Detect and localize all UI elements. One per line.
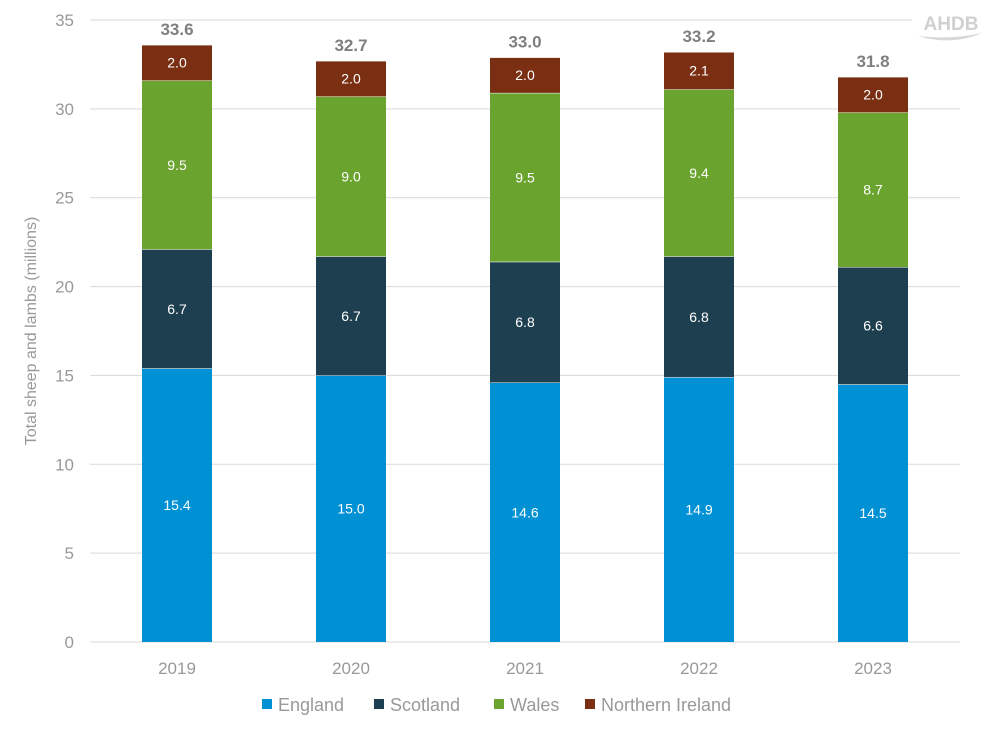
data-label: 6.7 <box>341 308 361 324</box>
y-tick-label: 10 <box>55 455 74 474</box>
y-tick-label: 5 <box>65 544 74 563</box>
bar-segment-scotland <box>838 267 908 385</box>
bar-segment-wales <box>664 89 734 257</box>
data-label: 2.0 <box>515 67 535 83</box>
legend: England Scotland Wales Northern Ireland <box>262 695 731 715</box>
total-label: 32.7 <box>334 36 367 55</box>
x-tick-label: 2022 <box>680 659 718 678</box>
total-label: 31.8 <box>856 52 889 71</box>
data-label: 9.0 <box>341 168 361 184</box>
legend-label: Northern Ireland <box>601 695 731 715</box>
data-label: 2.0 <box>863 87 883 103</box>
x-tick-label: 2021 <box>506 659 544 678</box>
data-label: 15.4 <box>163 497 190 513</box>
data-label: 14.9 <box>685 502 712 518</box>
bar-segment-england <box>838 384 908 642</box>
logo-swoosh <box>918 33 982 41</box>
legend-swatch <box>374 699 384 709</box>
total-label: 33.2 <box>682 27 715 46</box>
legend-swatch <box>494 699 504 709</box>
bar-segment-northern-ireland <box>490 57 560 93</box>
bar-segment-wales <box>490 92 560 262</box>
legend-item-wales: Wales <box>494 695 559 715</box>
bar-segment-scotland <box>142 249 212 369</box>
ahdb-logo: AHDB <box>918 14 982 41</box>
data-label: 14.6 <box>511 504 538 520</box>
data-label: 6.6 <box>863 318 883 334</box>
x-tick-label: 2020 <box>332 659 370 678</box>
bar-segment-england <box>142 368 212 642</box>
legend-item-england: England <box>262 695 344 715</box>
legend-label: Wales <box>510 695 559 715</box>
legend-item-scotland: Scotland <box>374 695 460 715</box>
logo-text: AHDB <box>924 14 979 35</box>
data-label: 6.7 <box>167 301 187 317</box>
bar-segment-scotland <box>490 261 560 383</box>
legend-label: Scotland <box>390 695 460 715</box>
y-axis-title: Total sheep and lambs (millions) <box>23 217 40 446</box>
legend-swatch <box>585 699 595 709</box>
y-tick-label: 25 <box>55 189 74 208</box>
bar-segment-england <box>664 377 734 642</box>
y-tick-label: 30 <box>55 100 74 119</box>
y-tick-label: 20 <box>55 278 74 297</box>
data-label: 9.5 <box>515 169 535 185</box>
bar-segment-scotland <box>664 256 734 378</box>
bar-segment-northern-ireland <box>142 44 212 81</box>
bar-segment-wales <box>838 112 908 268</box>
x-tick-label: 2023 <box>854 659 892 678</box>
bar-segment-northern-ireland <box>838 76 908 113</box>
bar-segment-england <box>490 382 560 642</box>
y-tick-label: 35 <box>55 11 74 30</box>
data-label: 14.5 <box>859 505 886 521</box>
x-tick-label: 2019 <box>158 659 196 678</box>
bar-segment-wales <box>142 80 212 250</box>
data-label: 15.0 <box>337 501 364 517</box>
data-label: 9.5 <box>167 157 187 173</box>
data-label: 6.8 <box>515 314 535 330</box>
bar-segment-wales <box>316 96 386 257</box>
total-label: 33.0 <box>508 32 541 51</box>
data-label: 8.7 <box>863 182 883 198</box>
legend-label: England <box>278 695 344 715</box>
legend-swatch <box>262 699 272 709</box>
data-label: 9.4 <box>689 165 709 181</box>
bar-segment-northern-ireland <box>316 60 386 97</box>
data-label: 2.0 <box>341 71 361 87</box>
total-label: 33.6 <box>160 20 193 39</box>
data-label: 2.0 <box>167 55 187 71</box>
legend-item-northern-ireland: Northern Ireland <box>585 695 731 715</box>
bar-segment-scotland <box>316 256 386 376</box>
data-label: 6.8 <box>689 309 709 325</box>
data-label: 2.1 <box>689 63 709 79</box>
bar-segment-england <box>316 375 386 642</box>
bar-segment-northern-ireland <box>664 51 734 90</box>
y-tick-label: 15 <box>55 366 74 385</box>
y-tick-label: 0 <box>65 633 74 652</box>
